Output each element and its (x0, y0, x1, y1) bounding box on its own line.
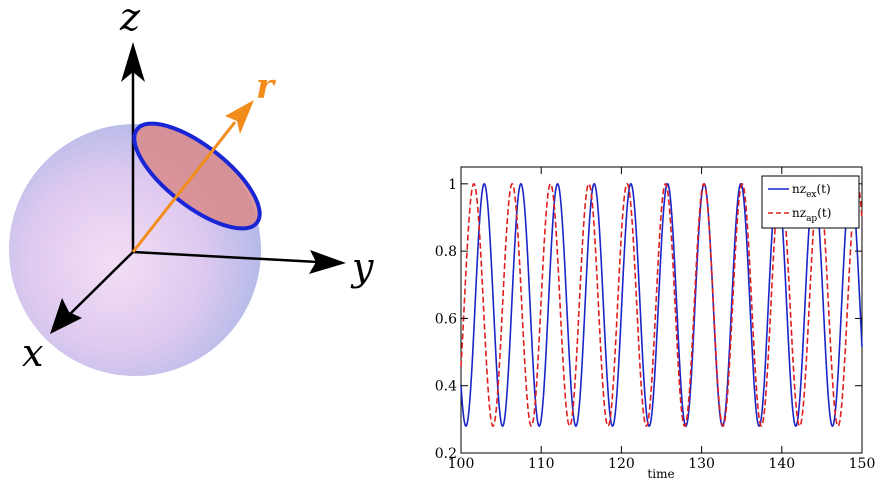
y-tick-label: 0.4 (435, 379, 457, 395)
r-vector (131, 121, 237, 253)
x-tick-label: 110 (528, 456, 555, 472)
y-axis-arrowhead (309, 250, 346, 274)
r-vector-arrowhead (225, 100, 254, 134)
x-axis-arrowhead (50, 298, 82, 334)
z-label: z (119, 0, 141, 39)
y-tick-label: 1 (448, 177, 457, 193)
y-tick-label: 0.2 (435, 446, 457, 462)
series-line-ex (460, 182, 863, 427)
r-label: r (256, 67, 276, 107)
z-axis-arrowhead (121, 42, 145, 82)
y-tick-label: 0.8 (435, 244, 457, 260)
sphere-diagram: z y x r (9, 0, 374, 376)
x-axis (65, 251, 134, 319)
cap-ring (132, 121, 262, 231)
series-layer (460, 182, 863, 427)
x-tick-label: 100 (448, 456, 475, 472)
x-axis-title: time (647, 467, 674, 481)
cap (134, 123, 260, 229)
x-tick-label: 130 (688, 456, 715, 472)
y-tick-label: 0.6 (435, 311, 457, 327)
chart: 100 110 120 130 140 150 0.2 0.4 0.6 0.8 1 time nze… (435, 166, 876, 481)
legend-label-ap: nzap(t) (792, 206, 831, 224)
plot-frame (460, 166, 863, 454)
tick-layer: 100 110 120 130 140 150 0.2 0.4 0.6 0.8 1 (435, 167, 876, 472)
series-line-ap (460, 182, 863, 427)
x-tick-label: 150 (849, 456, 876, 472)
x-tick-label: 120 (608, 456, 635, 472)
y-axis (132, 250, 319, 264)
x-label: x (22, 331, 43, 375)
legend: nzex(t) nzap(t) (761, 175, 860, 229)
legend-box (761, 175, 860, 229)
legend-label-ex: nzex(t) (792, 182, 831, 200)
x-tick-label: 140 (768, 456, 795, 472)
y-label: y (350, 245, 374, 289)
